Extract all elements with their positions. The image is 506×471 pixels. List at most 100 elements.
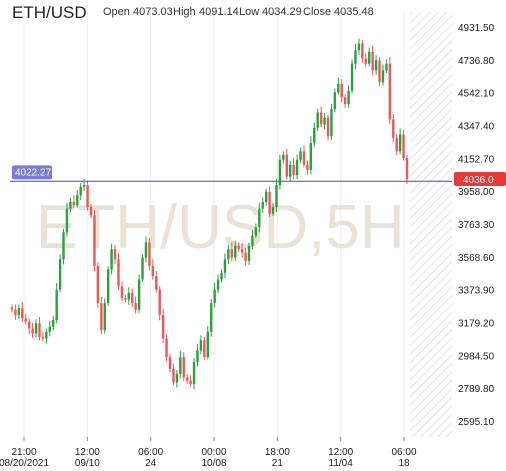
candle-body — [354, 50, 357, 64]
candle-body — [100, 303, 103, 331]
candle-body — [323, 117, 326, 125]
close-label: Close — [303, 6, 332, 18]
candle-body — [31, 328, 34, 334]
candle-body — [14, 309, 17, 315]
price-tick-label: 4542.10 — [458, 89, 495, 100]
candle-body — [388, 63, 392, 120]
candle-body — [106, 269, 110, 304]
candle-body — [306, 164, 309, 170]
time-tick-date: 10/08 — [201, 458, 226, 469]
candle-body — [251, 235, 254, 246]
price-tick-label: 4347.40 — [458, 122, 495, 133]
candle-body — [227, 249, 230, 260]
candle-body — [199, 340, 203, 351]
open-value: 4073.03 — [133, 6, 173, 18]
candle-body — [76, 195, 79, 206]
candle-body — [395, 137, 398, 152]
candle-body — [210, 303, 213, 332]
high-label: High — [173, 6, 196, 18]
candle-body — [21, 308, 24, 319]
price-tick-label: 3568.60 — [458, 253, 495, 264]
candle-body — [254, 227, 258, 236]
price-tick-label: 2789.80 — [458, 384, 495, 395]
candle-body — [378, 60, 381, 83]
time-tick-label: 00:00 — [201, 447, 226, 458]
high-value: 4091.14 — [199, 6, 239, 18]
candle-body — [326, 117, 330, 137]
candle-body — [340, 83, 343, 98]
time-tick-label: 18:00 — [265, 447, 290, 458]
time-tick-label: 06:00 — [391, 447, 416, 458]
candle-body — [189, 380, 192, 385]
candle-body — [45, 331, 48, 339]
candle-body — [261, 201, 264, 209]
candle-body — [289, 164, 292, 177]
candle-body — [161, 314, 165, 339]
candle-body — [333, 92, 337, 110]
candle-body — [319, 112, 323, 125]
candle-body — [203, 340, 206, 358]
candle-body — [278, 159, 282, 186]
candle-body — [343, 97, 347, 105]
candle-body — [196, 350, 199, 363]
candle-body — [113, 249, 117, 260]
last-price-tag: 4036.0 — [454, 172, 506, 187]
candle-body — [223, 259, 227, 273]
price-tick-label: 2595.10 — [458, 417, 495, 428]
candle-body — [361, 43, 364, 59]
time-tick-date: 18 — [398, 458, 410, 469]
candle-body — [158, 289, 161, 315]
candle-body — [295, 159, 299, 175]
chart-header: ETH/USD Open 4073.03 High 4091.14 Low 40… — [0, 0, 506, 24]
candle-body — [52, 319, 55, 327]
price-tick-label: 4931.50 — [458, 23, 495, 34]
time-tick-date: 24 — [145, 458, 157, 469]
candle-body — [230, 249, 234, 258]
candle-body — [62, 232, 65, 260]
candle-body — [179, 357, 182, 374]
candle-body — [137, 279, 141, 310]
candle-body — [175, 373, 179, 383]
candle-body — [72, 201, 76, 206]
candle-body — [172, 368, 175, 383]
candle-body — [337, 83, 340, 93]
candle-body — [282, 154, 285, 160]
time-tick-label: 21:00 — [11, 447, 36, 458]
low-value: 4034.29 — [262, 6, 302, 18]
candle-body — [55, 289, 58, 320]
candle-body — [405, 158, 409, 180]
candle-body — [89, 207, 93, 216]
candle-body — [117, 259, 120, 287]
price-tick-label: 2984.50 — [458, 351, 495, 362]
open-label: Open — [103, 6, 130, 18]
candles-group — [10, 38, 409, 390]
candle-body — [385, 63, 388, 71]
candle-body — [330, 109, 333, 137]
last-price-label: 4036.0 — [463, 175, 494, 186]
candle-body — [27, 321, 31, 329]
candle-body — [141, 257, 144, 280]
candle-body — [41, 336, 45, 339]
time-tick-date: 11/04 — [329, 458, 354, 469]
candle-body — [316, 112, 319, 128]
candle-body — [48, 326, 51, 332]
candle-body — [234, 245, 237, 258]
price-tick-label: 3373.90 — [458, 286, 495, 297]
vertical-grid — [23, 12, 405, 437]
price-tick-label: 3958.00 — [458, 187, 495, 198]
symbol-title: ETH/USD — [12, 3, 87, 22]
candle-body — [131, 293, 134, 304]
candle-body — [247, 245, 251, 261]
candle-body — [258, 208, 261, 228]
price-tick-label: 4152.70 — [458, 154, 495, 165]
candle-body — [392, 119, 395, 138]
candle-body — [34, 323, 38, 334]
candle-body — [110, 249, 113, 270]
candle-body — [69, 201, 72, 209]
price-axis[interactable]: 2595.10 2789.80 2984.50 3179.20 3373.90 3568.… — [458, 23, 495, 428]
candle-body — [213, 289, 216, 304]
candle-body — [371, 51, 374, 71]
time-axis[interactable]: 21:0008/20/202112:0009/1006:002400:0010/… — [0, 437, 417, 469]
candle-body — [82, 185, 86, 187]
